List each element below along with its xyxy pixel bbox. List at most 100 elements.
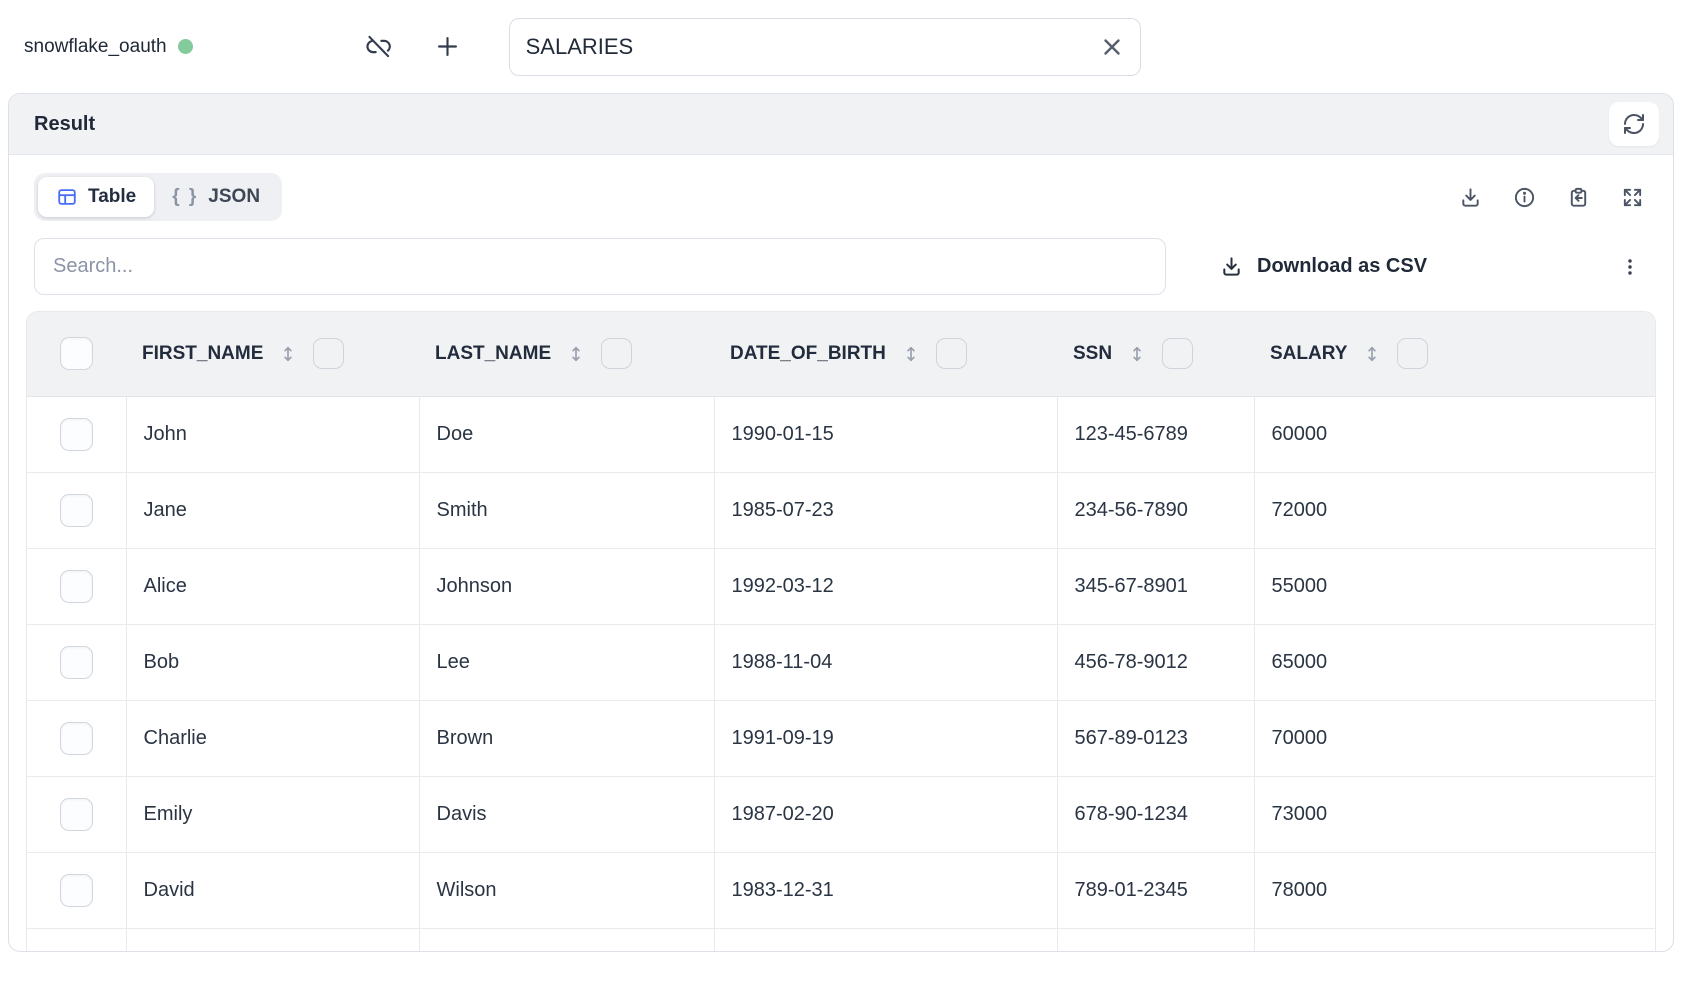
cell-date-of-birth: 1987-02-20 bbox=[713, 775, 1057, 852]
cell-ssn: 123-45-6789 bbox=[1056, 396, 1254, 472]
cell-ssn: 345-67-8901 bbox=[1056, 547, 1254, 624]
cell-ssn: 789-01-2345 bbox=[1056, 851, 1254, 928]
sort-icon[interactable] bbox=[901, 344, 921, 364]
table-icon bbox=[58, 189, 76, 205]
result-toolbar: Table { } JSON bbox=[26, 173, 1656, 221]
row-checkbox[interactable] bbox=[59, 873, 93, 907]
kebab-icon bbox=[1628, 258, 1632, 275]
braces-icon: { } bbox=[172, 186, 199, 207]
cell-date-of-birth: 1991-09-19 bbox=[713, 699, 1057, 776]
row-checkbox[interactable] bbox=[59, 797, 93, 831]
close-icon bbox=[1103, 38, 1120, 55]
cell-first-name: Charlie bbox=[125, 699, 419, 776]
unlink-icon[interactable] bbox=[365, 33, 392, 60]
cell-last-name: Lee bbox=[418, 623, 714, 700]
result-utility-icons bbox=[1459, 186, 1648, 209]
column-header-salary: SALARY bbox=[1270, 342, 1348, 364]
table-row[interactable]: Alice Johnson 1992-03-12 345-67-8901 550… bbox=[27, 547, 1655, 624]
refresh-icon bbox=[1624, 114, 1644, 134]
column-checkbox[interactable] bbox=[1162, 338, 1194, 370]
sort-icon[interactable] bbox=[278, 344, 298, 364]
refresh-button[interactable] bbox=[1609, 102, 1659, 146]
cell-date-of-birth: 1990-01-15 bbox=[713, 396, 1057, 472]
cell-last-name: Davis bbox=[418, 775, 714, 852]
cell-first-name: Jane bbox=[125, 471, 419, 548]
cell-ssn: 234-56-7890 bbox=[1056, 471, 1254, 548]
row-checkbox[interactable] bbox=[59, 569, 93, 603]
cell-date-of-birth: 1985-07-23 bbox=[713, 471, 1057, 548]
tab-json-label: JSON bbox=[208, 186, 261, 207]
cell-last-name: Smith bbox=[418, 471, 714, 548]
cell-last-name: Johnson bbox=[418, 547, 714, 624]
sort-icon[interactable] bbox=[566, 344, 586, 364]
download-icon[interactable] bbox=[1459, 186, 1482, 209]
search-input[interactable] bbox=[34, 238, 1166, 295]
column-checkbox[interactable] bbox=[1397, 338, 1429, 370]
cell-last-name: Doe bbox=[418, 396, 714, 472]
cell-salary: 60000 bbox=[1253, 396, 1655, 472]
sort-icon[interactable] bbox=[1362, 344, 1382, 364]
table-row[interactable]: Jane Smith 1985-07-23 234-56-7890 72000 bbox=[27, 471, 1655, 548]
result-panel-header: Result bbox=[9, 94, 1673, 155]
table-controls-row: Download as CSV bbox=[26, 238, 1656, 295]
column-checkbox[interactable] bbox=[601, 338, 633, 370]
table-row[interactable]: David Wilson 1983-12-31 789-01-2345 7800… bbox=[27, 851, 1655, 928]
connection-indicator[interactable]: snowflake_oauth bbox=[24, 36, 193, 58]
column-header-first-name: FIRST_NAME bbox=[142, 342, 264, 364]
table-name-input[interactable] bbox=[508, 17, 1141, 76]
cell-salary: 72000 bbox=[1253, 471, 1655, 548]
cell-last-name: Brown bbox=[418, 699, 714, 776]
cell-date-of-birth: 1988-11-04 bbox=[713, 623, 1057, 700]
cell-ssn: 567-89-0123 bbox=[1056, 699, 1254, 776]
expand-icon[interactable] bbox=[1621, 186, 1644, 209]
cell-first-name: Emily bbox=[125, 775, 419, 852]
row-checkbox[interactable] bbox=[59, 417, 93, 451]
select-all-checkbox[interactable] bbox=[60, 337, 93, 371]
view-switcher: Table { } JSON bbox=[34, 173, 283, 221]
result-panel: Result Table bbox=[8, 93, 1674, 952]
tab-table-label: Table bbox=[88, 186, 137, 207]
table-row[interactable]: John Doe 1990-01-15 123-45-6789 60000 bbox=[27, 396, 1655, 472]
download-icon bbox=[1223, 257, 1240, 276]
info-icon[interactable] bbox=[1513, 186, 1536, 209]
cell-salary: 78000 bbox=[1253, 851, 1655, 928]
cell-last-name: Wilson bbox=[418, 851, 714, 928]
more-options-button[interactable] bbox=[1612, 249, 1648, 285]
cell-ssn: 456-78-9012 bbox=[1056, 623, 1254, 700]
top-bar: snowflake_oauth bbox=[0, 0, 1682, 93]
row-checkbox[interactable] bbox=[59, 493, 93, 527]
connection-status-dot bbox=[177, 39, 193, 54]
result-panel-body: Table { } JSON bbox=[9, 155, 1673, 951]
table-row[interactable]: Charlie Brown 1991-09-19 567-89-0123 700… bbox=[27, 699, 1655, 776]
cell-date-of-birth: 1992-03-12 bbox=[713, 547, 1057, 624]
connection-name: snowflake_oauth bbox=[24, 35, 167, 57]
cell-ssn: 678-90-1234 bbox=[1056, 775, 1254, 852]
table-name-field-wrap bbox=[508, 17, 1141, 76]
tab-table[interactable]: Table bbox=[38, 177, 155, 217]
table-row[interactable]: Emily Davis 1987-02-20 678-90-1234 73000 bbox=[27, 775, 1655, 852]
row-checkbox[interactable] bbox=[59, 645, 93, 679]
result-table: FIRST_NAME LAST_NAME DATE_OF_BIRTH bbox=[27, 312, 1655, 951]
cell-salary: 55000 bbox=[1253, 547, 1655, 624]
row-checkbox[interactable] bbox=[59, 721, 93, 755]
cell-first-name: Bob bbox=[125, 623, 419, 700]
column-header-date-of-birth: DATE_OF_BIRTH bbox=[730, 342, 886, 364]
clipboard-paste-icon[interactable] bbox=[1567, 186, 1590, 209]
cell-salary: 65000 bbox=[1253, 623, 1655, 700]
cell-salary: 73000 bbox=[1253, 775, 1655, 852]
column-checkbox[interactable] bbox=[935, 338, 967, 370]
table-row[interactable]: Bob Lee 1988-11-04 456-78-9012 65000 bbox=[27, 623, 1655, 700]
sort-icon[interactable] bbox=[1127, 344, 1147, 364]
download-csv-label: Download as CSV bbox=[1257, 255, 1428, 277]
result-table-container[interactable]: FIRST_NAME LAST_NAME DATE_OF_BIRTH bbox=[26, 311, 1656, 951]
add-icon[interactable] bbox=[434, 33, 461, 60]
column-checkbox[interactable] bbox=[313, 338, 345, 370]
cell-salary: 70000 bbox=[1253, 699, 1655, 776]
topbar-actions bbox=[365, 33, 461, 60]
tab-json[interactable]: { } JSON bbox=[154, 177, 278, 217]
download-csv-button[interactable]: Download as CSV bbox=[1220, 255, 1427, 278]
table-row-partial[interactable] bbox=[27, 927, 1655, 951]
column-header-ssn: SSN bbox=[1073, 342, 1113, 364]
clear-input-button[interactable] bbox=[1095, 30, 1129, 64]
panel-title: Result bbox=[34, 112, 96, 135]
